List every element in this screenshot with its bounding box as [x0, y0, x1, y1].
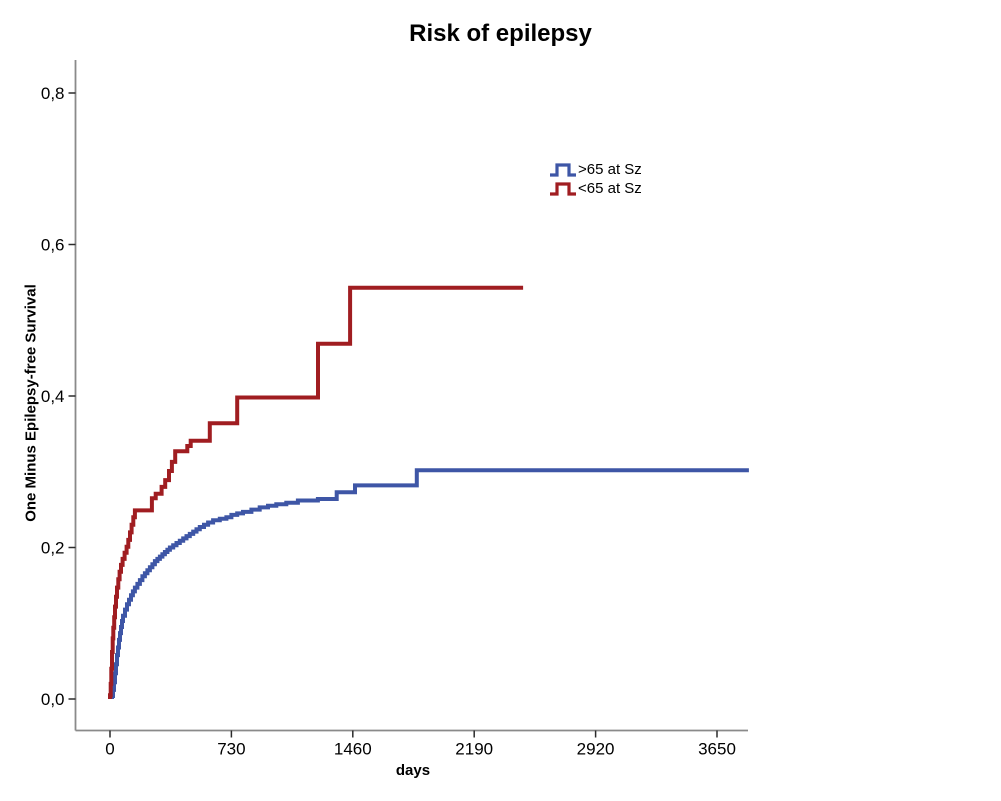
y-tick-label: 0,4 [41, 387, 65, 406]
y-tick-label: 0,8 [41, 84, 65, 103]
chart-title: Risk of epilepsy [409, 20, 592, 47]
series-line-gt65 [110, 468, 749, 699]
series-line-lt65 [108, 285, 524, 699]
legend: >65 at Sz <65 at Sz [549, 160, 642, 198]
y-axis-title: One Minus Epilepsy-free Survival [22, 284, 40, 522]
y-tick-label: 0,2 [41, 539, 65, 558]
legend-item-lt65: <65 at Sz [549, 179, 642, 198]
legend-label-lt65: <65 at Sz [578, 180, 642, 197]
x-tick-label: 2920 [577, 740, 615, 759]
y-tick-label: 0,0 [41, 690, 65, 709]
legend-step-line-icon [550, 182, 576, 196]
legend-step-line-icon [550, 163, 576, 177]
x-axis-title: days [395, 762, 431, 779]
x-tick-label: 3650 [698, 740, 736, 759]
x-tick-label: 2190 [455, 740, 493, 759]
legend-label-gt65: >65 at Sz [578, 161, 642, 178]
x-tick-label: 0 [105, 740, 114, 759]
y-tick-label: 0,6 [41, 236, 65, 255]
x-tick-label: 1460 [334, 740, 372, 759]
x-tick-label: 730 [217, 740, 245, 759]
legend-item-gt65: >65 at Sz [549, 160, 642, 179]
